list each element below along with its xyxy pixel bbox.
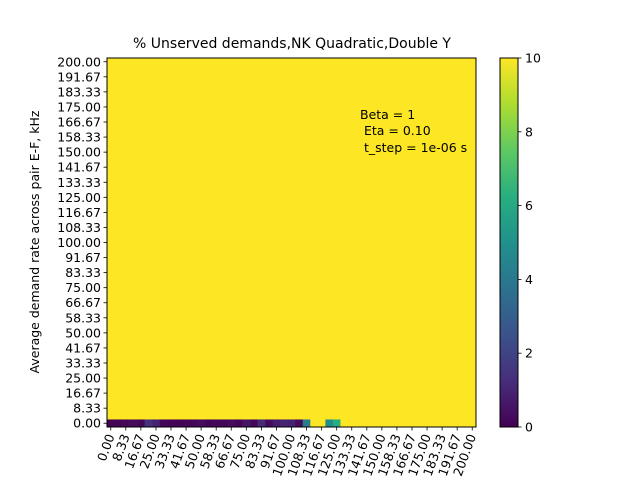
heatmap-cell bbox=[257, 419, 266, 427]
heatmap-cell bbox=[287, 419, 296, 427]
heatmap-cell bbox=[280, 419, 289, 427]
heatmap-cell bbox=[370, 419, 379, 427]
heatmap-cell bbox=[355, 419, 364, 427]
heatmap-cell bbox=[317, 419, 326, 427]
y-tick-label: 66.67 bbox=[65, 295, 101, 310]
heatmap-cell bbox=[152, 419, 161, 427]
y-tick-label: 75.00 bbox=[65, 280, 101, 295]
heatmap-cell bbox=[423, 419, 432, 427]
heatmap-cell bbox=[295, 419, 304, 427]
heatmap-cell bbox=[347, 419, 356, 427]
y-tick-label: 100.00 bbox=[57, 235, 101, 250]
heatmap-cell bbox=[340, 419, 349, 427]
heatmap-cell bbox=[272, 419, 281, 427]
heatmap-cell bbox=[129, 419, 138, 427]
colorbar-tick-label: 6 bbox=[525, 198, 533, 213]
y-tick-label: 0.00 bbox=[73, 416, 101, 431]
heatmap-cell bbox=[265, 419, 273, 427]
heatmap-cell bbox=[219, 419, 228, 427]
y-tick-label: 58.33 bbox=[65, 310, 101, 325]
y-tick-label: 150.00 bbox=[57, 145, 101, 160]
heatmap-cell bbox=[227, 419, 236, 427]
heatmap-cell bbox=[107, 419, 115, 427]
heatmap-cell bbox=[310, 419, 319, 427]
y-tick-label: 41.67 bbox=[65, 340, 101, 355]
x-axis: 0.008.3316.6725.0033.3341.6750.0058.3366… bbox=[94, 427, 479, 478]
heatmap-cell bbox=[197, 419, 206, 427]
y-tick-label: 16.67 bbox=[65, 386, 101, 401]
heatmap-cell bbox=[189, 419, 198, 427]
heatmap-cell bbox=[393, 419, 401, 427]
heatmap-background-cells bbox=[107, 58, 476, 427]
colorbar-tick-label: 10 bbox=[525, 51, 541, 66]
heatmap-cell bbox=[122, 419, 130, 427]
heatmap-cell bbox=[445, 419, 454, 427]
heatmap-cell bbox=[250, 419, 258, 427]
y-tick-label: 50.00 bbox=[65, 325, 101, 340]
y-tick-label: 125.00 bbox=[57, 190, 101, 205]
annotation-eta: Eta = 0.10 bbox=[360, 123, 431, 138]
colorbar-tick-label: 4 bbox=[525, 272, 533, 287]
annotation-beta: Beta = 1 bbox=[360, 107, 415, 122]
heatmap-cell bbox=[167, 419, 176, 427]
y-tick-label: 133.33 bbox=[57, 175, 101, 190]
colorbar: 0 2 4 6 8 10 bbox=[499, 51, 541, 435]
heatmap-cell bbox=[460, 419, 469, 427]
colorbar-tick-label: 2 bbox=[525, 346, 533, 361]
y-tick-label: 175.00 bbox=[57, 99, 101, 114]
y-tick-label: 141.67 bbox=[57, 160, 101, 175]
annotation-tstep: t_step = 1e-06 s bbox=[360, 140, 467, 155]
colorbar-gradient bbox=[499, 57, 519, 428]
heatmap-cell bbox=[235, 419, 243, 427]
chart-title: % Unserved demands,NK Quadratic,Double Y bbox=[133, 36, 451, 52]
heatmap-cell bbox=[302, 419, 311, 427]
plot-area bbox=[106, 57, 477, 428]
y-tick-label: 8.33 bbox=[73, 401, 101, 416]
heatmap-cell bbox=[182, 419, 191, 427]
heatmap-cell bbox=[438, 419, 447, 427]
y-tick-label: 91.67 bbox=[65, 250, 101, 265]
heatmap-cell bbox=[242, 419, 251, 427]
heatmap-cell bbox=[430, 419, 439, 427]
annotation: Beta = 1 Eta = 0.10 t_step = 1e-06 s bbox=[360, 107, 467, 155]
heatmap-cell bbox=[453, 419, 462, 427]
y-tick-label: 108.33 bbox=[57, 220, 101, 235]
heatmap-cell bbox=[332, 419, 341, 427]
colorbar-tick-label: 0 bbox=[525, 420, 533, 435]
heatmap-cell bbox=[137, 419, 145, 427]
heatmap-cell bbox=[144, 419, 153, 427]
y-tick-label: 83.33 bbox=[65, 265, 101, 280]
y-tick-label: 25.00 bbox=[65, 371, 101, 386]
heatmap-cell bbox=[415, 419, 424, 427]
heatmap-cell bbox=[114, 419, 123, 427]
heatmap-cell bbox=[378, 419, 386, 427]
heatmap-cell bbox=[408, 419, 417, 427]
heatmap-cell bbox=[385, 419, 394, 427]
y-tick-label: 166.67 bbox=[57, 115, 101, 130]
colorbar-tick-label: 8 bbox=[525, 124, 533, 139]
y-tick-label: 116.67 bbox=[57, 205, 101, 220]
y-tick-label: 33.33 bbox=[65, 355, 101, 370]
heatmap-cell bbox=[468, 419, 477, 427]
y-tick-label: 200.00 bbox=[57, 54, 101, 69]
heatmap-cell bbox=[204, 419, 213, 427]
heatmap-cell bbox=[159, 419, 168, 427]
heatmap-cell bbox=[363, 419, 371, 427]
heatmap-cell bbox=[325, 419, 334, 427]
heatmap-cell bbox=[400, 419, 409, 427]
y-tick-label: 158.33 bbox=[57, 130, 101, 145]
y-axis: 0.008.3316.6725.0033.3341.6750.0058.3366… bbox=[57, 54, 107, 431]
y-axis-label: Average demand rate across pair E-F, kHz bbox=[27, 110, 42, 373]
y-tick-label: 183.33 bbox=[57, 84, 101, 99]
heatmap-cell bbox=[212, 419, 221, 427]
heatmap-cell bbox=[174, 419, 183, 427]
y-tick-label: 191.67 bbox=[57, 69, 101, 84]
